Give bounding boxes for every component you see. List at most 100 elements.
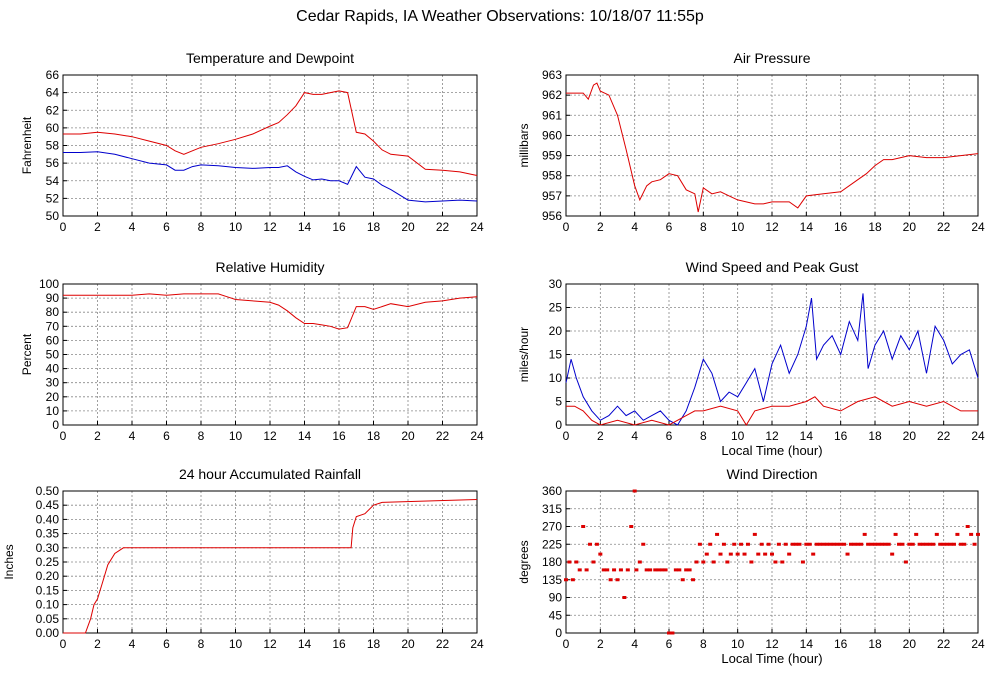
- red-series-line: [566, 82, 979, 213]
- data-point: [879, 542, 884, 546]
- x-tick-label: 24: [470, 429, 484, 443]
- x-axis-label: Local Time (hour): [721, 443, 822, 458]
- data-point: [725, 560, 730, 564]
- x-tick-label: 12: [765, 637, 779, 651]
- y-tick-label: 270: [542, 520, 562, 534]
- chart-title: Relative Humidity: [216, 259, 325, 275]
- data-point: [691, 578, 696, 582]
- x-tick-label: 6: [163, 637, 170, 651]
- y-tick-label: 0.50: [36, 484, 60, 498]
- x-tick-label: 10: [731, 220, 745, 234]
- x-tick-label: 8: [700, 637, 707, 651]
- x-tick-label: 0: [563, 429, 570, 443]
- data-point: [701, 560, 706, 564]
- data-point: [718, 552, 723, 556]
- x-tick-label: 4: [631, 637, 638, 651]
- y-tick-label: 80: [46, 305, 60, 319]
- x-tick-label: 4: [631, 220, 638, 234]
- x-tick-label: 18: [367, 220, 381, 234]
- y-tick-label: 90: [549, 591, 563, 605]
- y-tick-label: 180: [542, 555, 562, 569]
- data-point: [897, 542, 902, 546]
- data-point: [739, 542, 744, 546]
- x-tick-label: 22: [436, 429, 450, 443]
- data-point: [794, 542, 799, 546]
- chart-title: Wind Speed and Peak Gust: [686, 259, 859, 275]
- data-point: [629, 525, 634, 528]
- winddir-chart: 0 2 4 6 8 10 12 14 16 18 20 22 240459013518022527031…: [517, 466, 985, 666]
- y-axis-label: Inches: [2, 544, 16, 579]
- data-point: [622, 596, 627, 599]
- data-point: [855, 542, 860, 546]
- y-tick-label: 0: [555, 418, 562, 432]
- data-point: [776, 542, 781, 546]
- x-tick-label: 14: [800, 220, 814, 234]
- data-point: [728, 552, 733, 556]
- red-series-line: [63, 90, 478, 176]
- data-point: [907, 542, 912, 546]
- data-point: [941, 542, 946, 546]
- data-point: [615, 578, 620, 582]
- data-point: [632, 489, 637, 493]
- data-point: [608, 578, 613, 582]
- y-tick-label: 0.30: [36, 541, 60, 555]
- data-point: [917, 542, 922, 546]
- data-point: [921, 542, 926, 546]
- y-axis-label: degrees: [517, 540, 531, 583]
- data-point: [945, 542, 950, 546]
- data-point: [567, 560, 572, 564]
- data-point: [883, 542, 888, 546]
- data-point: [680, 578, 685, 582]
- data-point: [721, 542, 726, 546]
- x-tick-label: 2: [597, 637, 604, 651]
- x-tick-label: 18: [868, 429, 882, 443]
- data-point: [790, 542, 795, 546]
- y-tick-label: 962: [542, 88, 562, 102]
- data-point: [732, 542, 737, 546]
- data-point: [637, 560, 642, 564]
- y-tick-label: 0.10: [36, 598, 60, 612]
- x-tick-label: 12: [765, 220, 779, 234]
- x-tick-label: 16: [332, 637, 346, 651]
- x-tick-label: 8: [198, 220, 205, 234]
- y-tick-label: 0: [555, 626, 562, 640]
- data-point: [745, 542, 750, 546]
- data-point: [694, 560, 699, 564]
- data-point: [900, 542, 905, 546]
- data-point: [752, 532, 757, 536]
- data-point: [845, 552, 850, 556]
- x-tick-label: 14: [800, 429, 814, 443]
- y-tick-label: 958: [542, 169, 562, 183]
- x-tick-label: 14: [298, 637, 312, 651]
- x-tick-label: 14: [298, 429, 312, 443]
- data-point: [759, 542, 764, 546]
- data-point: [677, 568, 682, 572]
- y-tick-label: 30: [549, 277, 563, 291]
- data-point: [660, 568, 665, 572]
- y-tick-label: 100: [39, 277, 59, 291]
- y-axis-label: millibars: [517, 123, 531, 167]
- data-point: [742, 552, 747, 556]
- x-tick-label: 2: [597, 429, 604, 443]
- data-point: [831, 542, 836, 546]
- data-point: [687, 568, 692, 572]
- x-tick-label: 22: [937, 220, 951, 234]
- x-tick-label: 14: [800, 637, 814, 651]
- data-point: [852, 542, 857, 546]
- data-point: [828, 542, 833, 546]
- y-tick-label: 45: [549, 608, 563, 622]
- data-point: [893, 532, 898, 536]
- data-point: [859, 542, 864, 546]
- x-tick-label: 12: [263, 637, 277, 651]
- chart-title: 24 hour Accumulated Rainfall: [179, 466, 361, 482]
- x-tick-label: 0: [563, 220, 570, 234]
- y-tick-label: 25: [549, 301, 563, 315]
- y-tick-label: 135: [542, 573, 562, 587]
- x-tick-label: 24: [971, 429, 985, 443]
- data-point: [766, 542, 771, 546]
- x-tick-label: 14: [298, 220, 312, 234]
- y-tick-label: 0.05: [36, 612, 60, 626]
- data-point: [601, 568, 606, 572]
- x-tick-label: 18: [868, 220, 882, 234]
- data-point: [976, 532, 980, 536]
